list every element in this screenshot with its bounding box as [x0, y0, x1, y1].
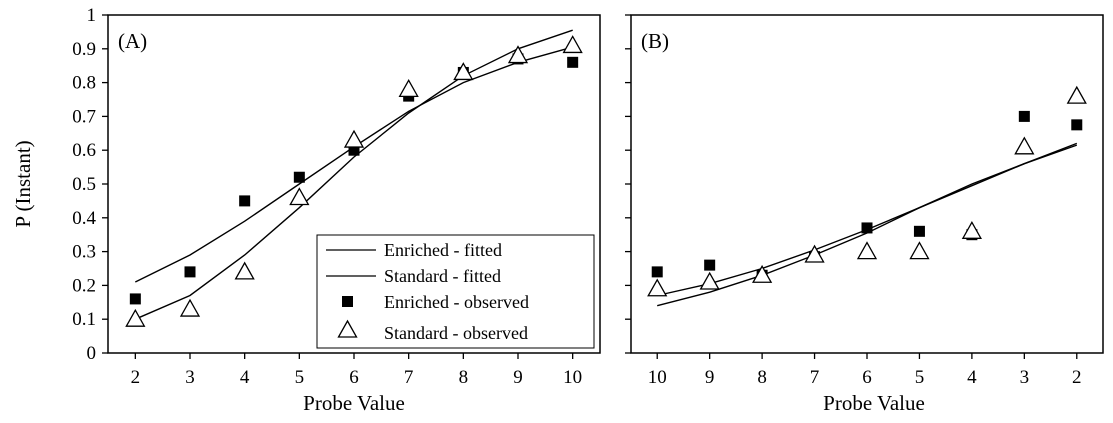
legend-label-standard-fitted: Standard - fitted: [384, 266, 501, 286]
panel-b-point-enriched-observed: [651, 266, 663, 278]
panel-b-x-tick-label: 2: [1072, 367, 1082, 388]
y-tick-label: 0.8: [72, 73, 96, 94]
panel-a-point-enriched-observed: [239, 195, 251, 207]
panel-b-point-standard-observed: [647, 278, 668, 297]
panel-b-point-enriched-observed: [861, 222, 873, 234]
panel-b-point-standard-observed: [1014, 136, 1035, 155]
y-tick-label: 0.3: [72, 242, 96, 263]
panel-a-point-standard-observed: [179, 298, 201, 317]
panel-a-x-axis: 2 3 4 5 6 7 8 9 10: [131, 353, 582, 388]
panel-a-x-tick-label: 3: [185, 367, 195, 388]
y-tick-label: 0.9: [72, 39, 96, 60]
legend: Enriched - fitted Standard - fitted Enri…: [316, 234, 595, 349]
panel-b-x-axis-label: Probe Value: [823, 391, 925, 415]
panel-b-point-standard-observed: [856, 241, 878, 260]
y-tick-label: 0.6: [72, 140, 96, 161]
panel-a-x-tick-label: 10: [563, 367, 582, 388]
y-axis-label: P (Instant): [11, 140, 35, 227]
panel-a-x-tick-label: 4: [240, 367, 250, 388]
panel-a-y-axis: 0 0.1 0.2 0.3 0.4 0.5 0.6 0.7 0.8 0.9 1: [72, 5, 108, 364]
panel-a-point-standard-observed: [234, 261, 255, 280]
panel-b-point-enriched-observed: [704, 259, 716, 271]
legend-marker-enriched-observed: [342, 296, 353, 307]
y-tick-label: 0.7: [72, 106, 96, 127]
panel-b-x-tick-label: 5: [915, 367, 925, 388]
panel-a-point-standard-observed: [398, 79, 419, 98]
legend-label-standard-observed: Standard - observed: [384, 323, 528, 343]
panel-b: 10 9 8 7 6 5 4 3 2 (B) Probe Value: [625, 14, 1104, 415]
panel-b-point-standard-observed: [1066, 85, 1087, 104]
legend-box: [316, 234, 595, 349]
panel-a-x-tick-label: 9: [513, 367, 523, 388]
panel-a: 0 0.1 0.2 0.3 0.4 0.5 0.6 0.7 0.8 0.9 1 2 3 4 5 6 7 8 9 10…: [11, 5, 601, 415]
panel-a-point-enriched-observed: [567, 56, 579, 68]
y-tick-label: 0.5: [72, 174, 96, 195]
legend-marker-standard-observed: [337, 319, 358, 338]
panel-b-point-standard-observed: [699, 271, 720, 290]
panel-a-x-tick-label: 5: [295, 367, 305, 388]
legend-label-enriched-fitted: Enriched - fitted: [384, 240, 502, 260]
panel-a-line-standard-fitted: [135, 29, 573, 320]
panel-b-x-tick-label: 7: [810, 367, 820, 388]
panel-a-x-tick-label: 2: [131, 367, 141, 388]
panel-a-x-tick-label: 8: [459, 367, 469, 388]
y-tick-label: 0.4: [72, 208, 96, 229]
panel-a-point-standard-observed: [453, 62, 474, 81]
panel-a-point-standard-observed: [289, 187, 310, 206]
panel-a-observed-points: [125, 35, 583, 327]
panel-a-point-enriched-observed: [129, 293, 141, 305]
panel-b-x-tick-label: 9: [705, 367, 715, 388]
y-tick-label: 0.1: [72, 309, 96, 330]
panel-b-x-tick-label: 6: [862, 367, 872, 388]
panel-b-x-tick-label: 10: [648, 367, 667, 388]
legend-label-enriched-observed: Enriched - observed: [384, 292, 529, 312]
y-tick-label: 1: [87, 5, 97, 26]
panel-b-point-enriched-observed: [1018, 110, 1030, 122]
panel-b-observed-points: [647, 85, 1087, 297]
panel-a-x-tick-label: 7: [404, 367, 414, 388]
panel-b-point-standard-observed: [909, 241, 930, 260]
panel-a-x-tick-label: 6: [349, 367, 359, 388]
panel-b-point-standard-observed: [961, 220, 983, 239]
panel-b-point-standard-observed: [804, 244, 825, 263]
panel-b-line-enriched-fitted: [657, 142, 1078, 297]
panel-b-point-enriched-observed: [1071, 119, 1083, 131]
panel-a-x-axis-label: Probe Value: [303, 391, 405, 415]
panel-a-point-standard-observed: [125, 308, 146, 327]
panel-b-x-tick-label: 4: [967, 367, 977, 388]
panel-b-point-enriched-observed: [913, 225, 925, 237]
panel-a-point-enriched-observed: [293, 171, 305, 183]
panel-b-label: (B): [641, 29, 669, 53]
panel-a-point-enriched-observed: [184, 266, 196, 278]
panel-b-x-tick-label: 3: [1020, 367, 1030, 388]
panel-b-x-axis: 10 9 8 7 6 5 4 3 2: [648, 353, 1082, 388]
panel-b-frame: [630, 14, 1104, 354]
panel-a-point-standard-observed: [343, 129, 365, 148]
panel-a-label: (A): [118, 29, 147, 53]
panel-b-y-axis: [625, 14, 631, 354]
y-tick-label: 0.2: [72, 275, 96, 296]
panel-a-point-enriched-observed: [348, 144, 360, 156]
panel-b-x-tick-label: 8: [757, 367, 767, 388]
panel-a-point-standard-observed: [507, 45, 529, 64]
panel-a-point-standard-observed: [562, 35, 583, 54]
panel-b-point-standard-observed: [751, 264, 773, 283]
y-tick-label: 0: [87, 343, 97, 364]
